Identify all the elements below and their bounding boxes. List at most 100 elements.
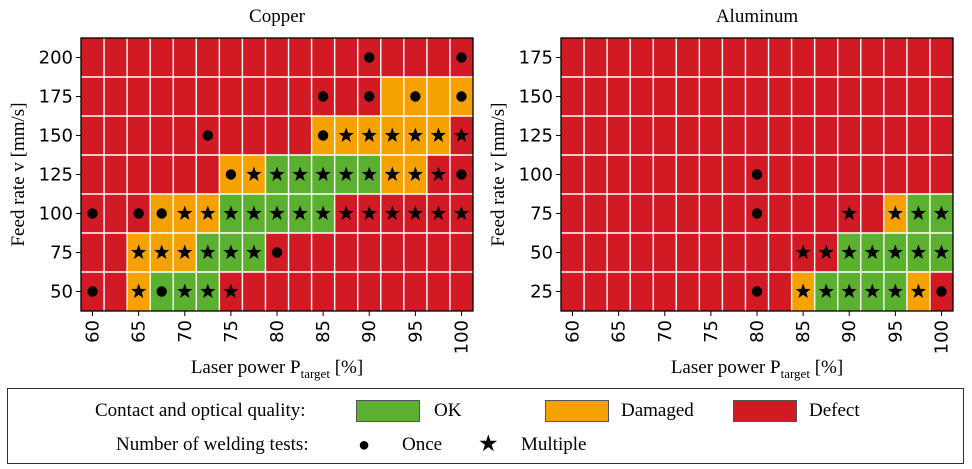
heatmap-cell xyxy=(584,77,608,116)
heatmap-cell xyxy=(584,116,608,155)
multiple-marker xyxy=(453,205,470,220)
multiple-marker xyxy=(933,205,950,220)
heatmap-cell xyxy=(584,38,608,77)
heatmap-cell xyxy=(929,77,953,116)
multiple-marker xyxy=(841,283,857,298)
x-tick-label: 60 xyxy=(563,320,584,343)
once-marker xyxy=(456,91,467,102)
heatmap-cell xyxy=(584,194,608,233)
heatmap-cell xyxy=(81,233,105,272)
once-marker xyxy=(133,208,144,219)
legend-tests-label: Number of welding tests: xyxy=(116,434,309,455)
heatmap-cell xyxy=(883,77,907,116)
heatmap-cell xyxy=(288,77,312,116)
heatmap-cell xyxy=(837,77,861,116)
multiple-marker xyxy=(795,283,811,298)
heatmap-cell xyxy=(630,272,654,311)
heatmap-cell xyxy=(380,272,404,311)
multiple-marker xyxy=(384,166,400,181)
heatmap-cell xyxy=(81,116,105,155)
heatmap-cell xyxy=(311,38,335,77)
heatmap-cell xyxy=(265,116,289,155)
legend-multiple-marker: ★ xyxy=(478,431,499,456)
heatmap-cell xyxy=(357,272,381,311)
heatmap-cell xyxy=(699,116,723,155)
heatmap-cell xyxy=(630,155,654,194)
multiple-marker xyxy=(200,205,216,220)
once-marker xyxy=(87,208,98,219)
x-tick-label: 60 xyxy=(83,320,104,343)
multiple-marker xyxy=(292,205,308,220)
multiple-marker xyxy=(841,244,857,259)
heatmap-cell xyxy=(607,194,631,233)
heatmap-cell xyxy=(607,38,631,77)
y-tick-label: 100 xyxy=(519,165,553,186)
multiple-marker xyxy=(246,205,262,220)
legend-quality-label: Contact and optical quality: xyxy=(95,400,306,421)
copper-panel: 50 75 100 125 150 175 200 60 65 70 75 80 85 90 95 100 Co… xyxy=(8,6,474,381)
once-marker xyxy=(317,91,329,102)
heatmap-cell xyxy=(768,194,792,233)
heatmap-cell xyxy=(403,233,427,272)
heatmap-cell xyxy=(449,233,473,272)
heatmap-cell xyxy=(653,38,677,77)
heatmap-cell xyxy=(150,155,174,194)
heatmap-cell xyxy=(722,38,746,77)
once-marker xyxy=(271,247,283,258)
heatmap-cell xyxy=(791,194,815,233)
heatmap-cell xyxy=(745,38,769,77)
once-marker xyxy=(156,208,167,219)
heatmap-cell xyxy=(561,155,585,194)
multiple-marker xyxy=(407,166,423,181)
multiple-marker xyxy=(887,205,903,220)
heatmap-cell xyxy=(722,272,746,311)
multiple-marker xyxy=(407,127,423,142)
legend-once-marker: ● xyxy=(358,434,371,456)
heatmap-cell xyxy=(426,77,450,116)
legend-ok-swatch xyxy=(356,400,420,422)
multiple-marker xyxy=(910,283,927,298)
x-tick-label: 80 xyxy=(267,320,288,343)
heatmap-cell xyxy=(722,116,746,155)
heatmap-cell xyxy=(745,77,769,116)
once-marker xyxy=(751,169,763,180)
y-tick-label: 175 xyxy=(39,87,73,108)
heatmap-cell xyxy=(814,194,838,233)
x-tick-label: 70 xyxy=(655,320,676,343)
multiple-marker xyxy=(795,244,811,259)
heatmap-cell xyxy=(265,38,289,77)
heatmap-cell xyxy=(699,155,723,194)
y-tick-label: 75 xyxy=(530,204,553,225)
x-tick-label: 95 xyxy=(405,320,426,343)
heatmap-cell xyxy=(676,38,700,77)
y-tick-label: 25 xyxy=(530,282,553,303)
heatmap-cell xyxy=(150,38,174,77)
heatmap-cell xyxy=(653,272,677,311)
heatmap-cell xyxy=(607,116,631,155)
heatmap-cell xyxy=(265,272,289,311)
x-tick-label: 75 xyxy=(221,320,242,343)
heatmap-cell xyxy=(906,155,930,194)
heatmap-cell xyxy=(676,155,700,194)
heatmap-cell xyxy=(653,155,677,194)
heatmap-cell xyxy=(745,233,769,272)
heatmap-cell xyxy=(906,38,930,77)
heatmap-cell xyxy=(883,38,907,77)
heatmap-cell xyxy=(104,155,128,194)
heatmap-cell xyxy=(791,77,815,116)
y-tick-label: 125 xyxy=(519,126,553,147)
heatmap-cell xyxy=(150,77,174,116)
multiple-marker xyxy=(131,283,147,298)
heatmap-cell xyxy=(127,77,151,116)
heatmap-cell xyxy=(768,77,792,116)
multiple-marker xyxy=(269,205,285,220)
heatmap-cell xyxy=(288,116,312,155)
multiple-marker xyxy=(246,244,262,259)
multiple-marker xyxy=(933,244,950,259)
y-tick-label: 50 xyxy=(530,243,553,264)
multiple-marker xyxy=(430,205,447,220)
heatmap-cell xyxy=(860,38,884,77)
heatmap-cell xyxy=(311,272,335,311)
heatmap-cell xyxy=(242,38,266,77)
